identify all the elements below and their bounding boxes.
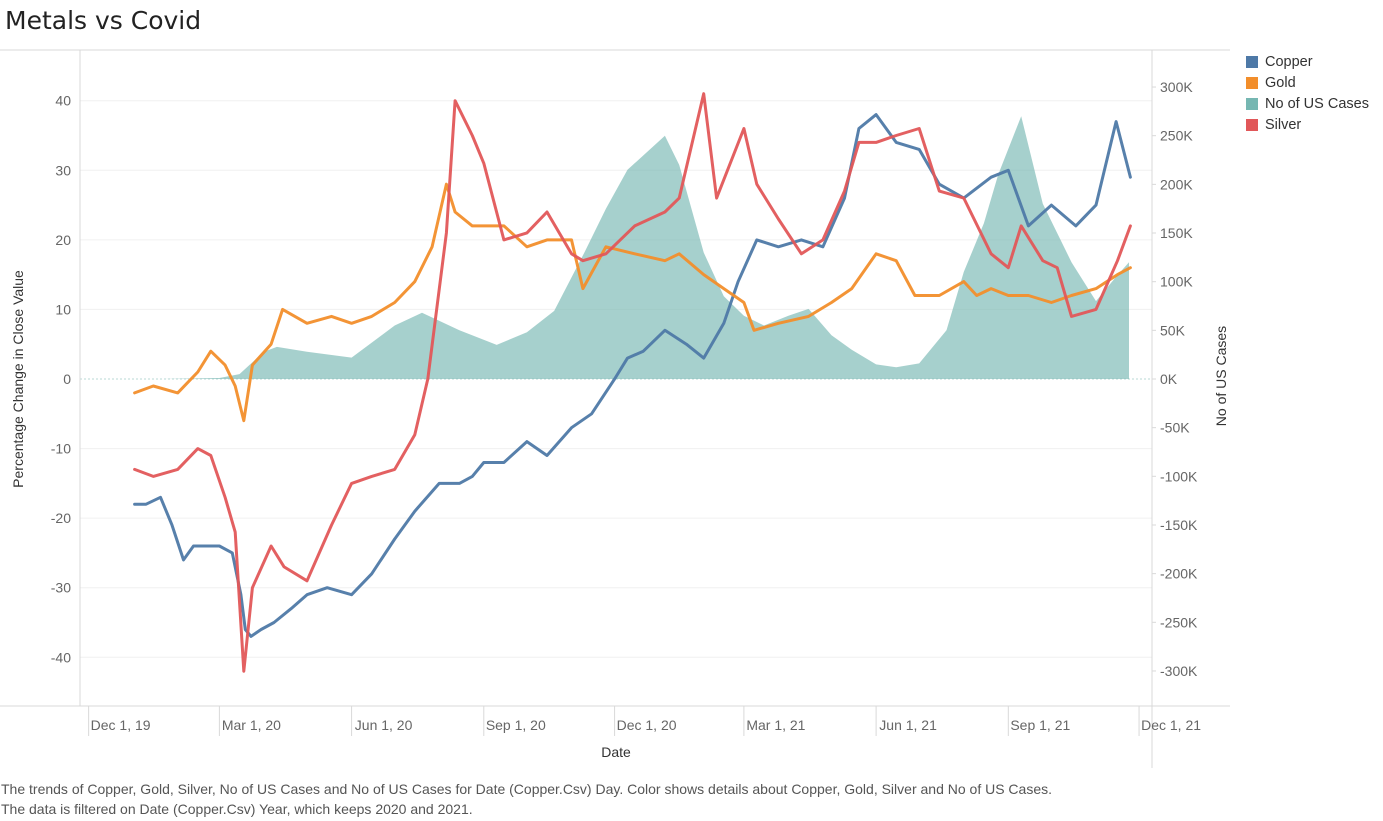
y2-tick-label: 250K [1160,128,1193,144]
y-tick-label: -10 [51,441,71,457]
y2-tick-label: 200K [1160,176,1193,192]
legend-swatch-us-cases [1246,97,1258,110]
y2-tick-label: 300K [1160,79,1193,95]
x-tick-label: Dec 1, 20 [617,717,677,733]
y2-tick-label: 100K [1160,274,1193,290]
legend: Copper Gold No of US Cases Silver [1246,51,1369,135]
caption-line-1: The trends of Copper, Gold, Silver, No o… [1,781,1053,797]
legend-item-us-cases[interactable]: No of US Cases [1246,93,1369,114]
chart-caption: The trends of Copper, Gold, Silver, No o… [1,779,1052,819]
legend-item-copper[interactable]: Copper [1246,51,1369,72]
y-tick-label: -20 [51,510,71,526]
legend-label-silver: Silver [1265,116,1302,133]
x-tick-label: Jun 1, 20 [355,717,413,733]
x-tick-label: Dec 1, 19 [91,717,151,733]
x-tick-label: Sep 1, 21 [1010,717,1070,733]
y2-tick-label: -300K [1160,663,1198,679]
legend-swatch-copper [1246,55,1258,68]
series-lines-layer[interactable] [133,92,1132,673]
legend-item-gold[interactable]: Gold [1246,72,1369,93]
y2-tick-label: -200K [1160,566,1198,582]
x-tick-label: Dec 1, 21 [1141,717,1201,733]
series-area-no-of-us-cases[interactable] [163,116,1130,379]
y2-tick-label: -100K [1160,468,1198,484]
y2-tick-label: -250K [1160,614,1198,630]
legend-label-copper: Copper [1265,53,1313,70]
legend-item-silver[interactable]: Silver [1246,114,1369,135]
y2-tick-label: 50K [1160,322,1186,338]
y2-tick-label: -150K [1160,517,1198,533]
axes: 40 30 20 10 0 -10 -20 -30 -40 300K 250K 200K 150K 100… [0,49,1230,768]
series-line-gold[interactable] [133,182,1132,423]
y-tick-label: 20 [55,232,71,248]
x-tick-label: Mar 1, 21 [746,717,805,733]
series-line-silver[interactable] [133,92,1132,673]
y-tick-label: -40 [51,649,71,665]
chart-title: Metals vs Covid [5,6,202,35]
y-tick-label: 0 [63,371,71,387]
legend-swatch-gold [1246,76,1258,89]
y2-axis-title: No of US Cases [1213,326,1229,426]
y2-tick-label: -50K [1160,420,1190,436]
legend-label-us-cases: No of US Cases [1265,95,1369,112]
y2-tick-label: 0K [1160,371,1178,387]
legend-label-gold: Gold [1265,74,1296,91]
y-tick-label: -30 [51,580,71,596]
y-tick-label: 30 [55,162,71,178]
legend-swatch-silver [1246,118,1258,131]
y-tick-label: 40 [55,93,71,109]
x-axis-title: Date [601,744,631,760]
y2-tick-label: 150K [1160,225,1193,241]
x-tick-label: Mar 1, 20 [222,717,281,733]
y-axis-title: Percentage Change in Close Value [10,270,26,488]
cases-area-layer[interactable] [163,116,1130,379]
x-tick-label: Jun 1, 21 [879,717,937,733]
x-tick-label: Sep 1, 20 [486,717,546,733]
y-tick-label: 10 [55,301,71,317]
caption-line-2: The data is filtered on Date (Copper.Csv… [1,801,473,817]
